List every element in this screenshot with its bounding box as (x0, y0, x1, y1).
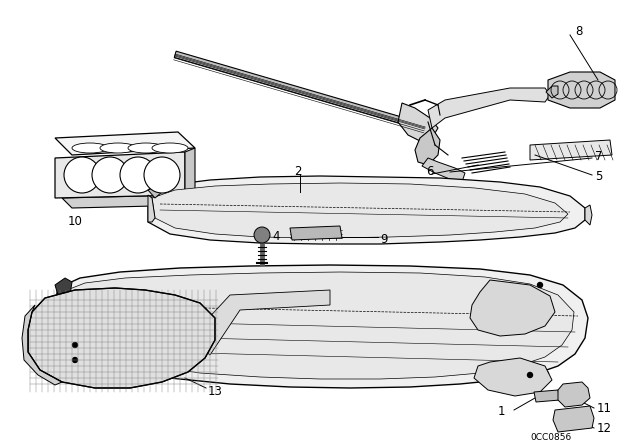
Text: 7: 7 (595, 150, 602, 163)
Polygon shape (152, 183, 568, 238)
Polygon shape (548, 72, 615, 108)
Polygon shape (553, 406, 594, 432)
Ellipse shape (72, 143, 108, 153)
Ellipse shape (152, 143, 188, 153)
Circle shape (538, 283, 543, 288)
Polygon shape (148, 176, 585, 244)
Text: 11: 11 (597, 402, 612, 415)
Text: 1: 1 (498, 405, 506, 418)
Polygon shape (55, 152, 185, 198)
Text: 10: 10 (68, 215, 83, 228)
Polygon shape (22, 305, 62, 385)
Text: 0CC0856: 0CC0856 (530, 433, 572, 442)
Text: 9: 9 (380, 233, 387, 246)
Polygon shape (62, 195, 195, 208)
Polygon shape (55, 132, 195, 155)
Polygon shape (148, 195, 155, 222)
Circle shape (64, 157, 100, 193)
Polygon shape (530, 140, 612, 160)
Ellipse shape (100, 143, 136, 153)
Polygon shape (148, 185, 162, 198)
Polygon shape (185, 148, 195, 205)
Polygon shape (585, 205, 592, 225)
Text: 6: 6 (426, 165, 434, 178)
Text: 5: 5 (595, 170, 602, 183)
Polygon shape (474, 358, 552, 396)
Polygon shape (55, 278, 72, 295)
Polygon shape (290, 226, 342, 240)
Polygon shape (546, 86, 558, 98)
Polygon shape (174, 51, 426, 130)
Polygon shape (422, 158, 465, 182)
Text: 8: 8 (575, 25, 582, 38)
Circle shape (92, 157, 128, 193)
Polygon shape (470, 280, 555, 336)
Text: 3: 3 (542, 370, 549, 383)
Circle shape (72, 343, 77, 348)
Polygon shape (534, 390, 560, 402)
Text: 4: 4 (272, 230, 280, 243)
Polygon shape (190, 290, 330, 355)
Text: 13: 13 (208, 385, 223, 398)
Ellipse shape (128, 143, 164, 153)
Circle shape (120, 157, 156, 193)
Polygon shape (398, 103, 438, 142)
Circle shape (527, 372, 532, 378)
Polygon shape (415, 128, 440, 165)
Polygon shape (558, 382, 590, 407)
Text: 12: 12 (597, 422, 612, 435)
Polygon shape (428, 88, 550, 128)
Circle shape (254, 227, 270, 243)
Circle shape (144, 157, 180, 193)
Polygon shape (52, 265, 588, 388)
Polygon shape (60, 272, 574, 379)
Polygon shape (28, 288, 215, 388)
Circle shape (72, 358, 77, 362)
Text: 2: 2 (294, 165, 301, 178)
